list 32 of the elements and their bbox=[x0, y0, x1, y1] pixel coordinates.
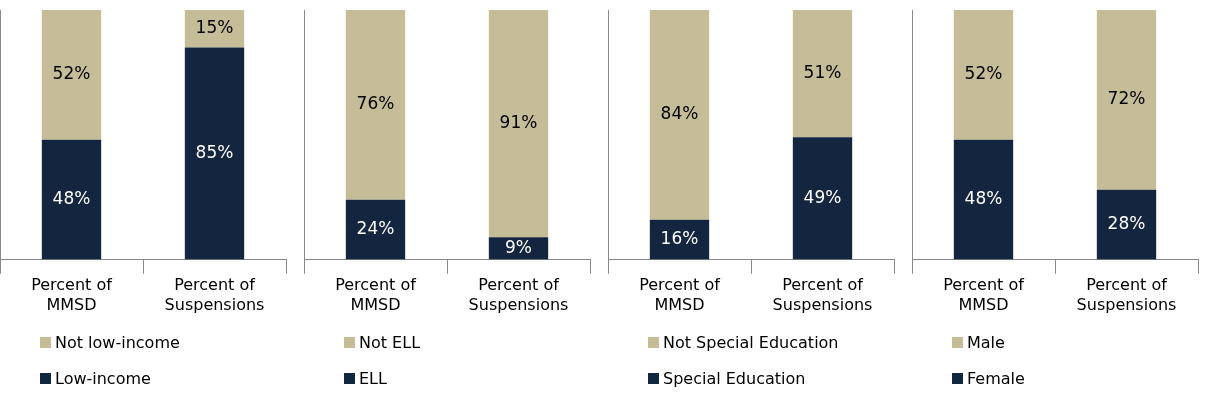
data-label: 91% bbox=[499, 111, 538, 132]
data-label: 76% bbox=[356, 93, 395, 114]
data-label: 9% bbox=[505, 236, 532, 257]
x-tick-label: Percent of Suspensions bbox=[468, 275, 569, 314]
legend-label: Low-income bbox=[55, 368, 151, 388]
data-label: 84% bbox=[660, 103, 699, 124]
data-label: 85% bbox=[195, 141, 234, 162]
data-label: 15% bbox=[195, 17, 234, 38]
legend-label: Not low-income bbox=[55, 332, 180, 352]
legend-label: Male bbox=[967, 332, 1005, 352]
data-label: 24% bbox=[356, 218, 395, 239]
x-tick-label: Percent of Suspensions bbox=[772, 275, 873, 314]
legend-label: Female bbox=[967, 368, 1025, 388]
data-label: 28% bbox=[1107, 213, 1146, 234]
data-label: 48% bbox=[52, 188, 91, 209]
x-tick-label: Percent of MMSD bbox=[943, 275, 1025, 314]
data-label: 52% bbox=[964, 63, 1003, 84]
data-label: 51% bbox=[803, 62, 842, 83]
data-label: 52% bbox=[52, 63, 91, 84]
data-label: 48% bbox=[964, 188, 1003, 209]
x-tick-label: Percent of Suspensions bbox=[164, 275, 265, 314]
data-label: 16% bbox=[660, 228, 699, 249]
data-label: 49% bbox=[803, 186, 842, 207]
legend-label: Not Special Education bbox=[663, 332, 839, 352]
legend-label: Not ELL bbox=[359, 332, 421, 352]
x-tick-label: Percent of MMSD bbox=[335, 275, 417, 314]
legend-label: Special Education bbox=[663, 368, 806, 388]
data-label: 72% bbox=[1107, 88, 1146, 109]
x-tick-label: Percent of Suspensions bbox=[1076, 275, 1177, 314]
legend-label: ELL bbox=[359, 368, 387, 388]
x-tick-label: Percent of MMSD bbox=[31, 275, 113, 314]
x-tick-label: Percent of MMSD bbox=[639, 275, 721, 314]
